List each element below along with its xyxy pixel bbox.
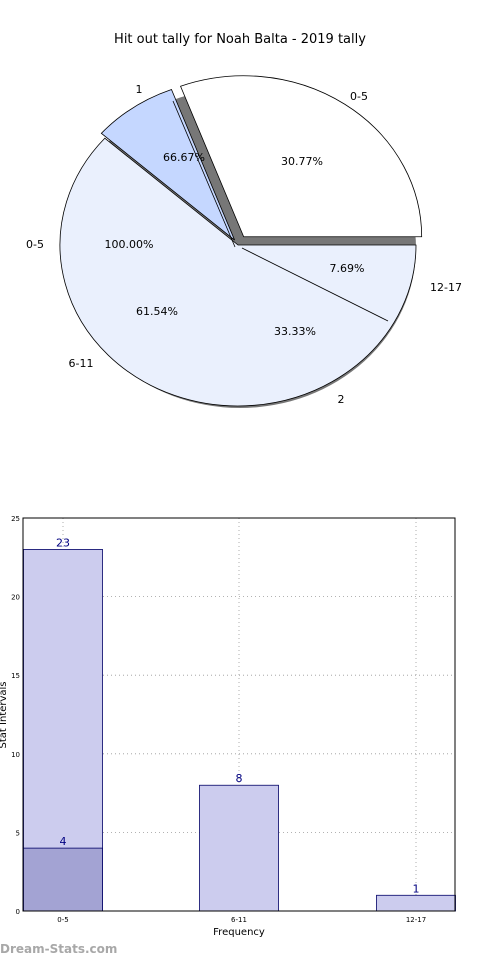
pie-inner-pct-0-5: 100.00% [105, 238, 154, 251]
bar-value-label: 4 [60, 835, 67, 848]
x-tick-label: 6-11 [231, 916, 247, 924]
y-tick-label: 5 [16, 829, 20, 837]
pie-outer-label-6-11: 6-11 [69, 357, 94, 370]
pie-slice-0-5 [180, 75, 423, 238]
y-axis-label: Stat Intervals [0, 681, 9, 748]
pie-chart: Hit out tally for Noah Balta - 2019 tall… [26, 32, 462, 408]
bar-value-label: 23 [56, 536, 70, 549]
x-axis-label: Frequency [213, 927, 265, 938]
pie-pct-0-5: 30.77% [281, 155, 323, 168]
y-tick-label: 20 [11, 594, 20, 602]
inner-divider-1 [172, 100, 236, 248]
bar-value-label: 8 [236, 772, 243, 785]
bar-chart: 23 8 1 4 0 5 10 15 20 25 0-5 6-11 12-17 Frequency S… [0, 515, 456, 938]
x-tick-label: 12-17 [406, 916, 426, 924]
inner-divider-2 [241, 247, 389, 322]
pie-inner-label-0-5: 0-5 [26, 238, 44, 251]
bar-ticks: 0 5 10 15 20 25 0-5 6-11 12-17 [11, 515, 426, 924]
bar-value-label: 1 [413, 882, 420, 895]
pie-inner-label-2: 2 [338, 393, 345, 406]
plot-frame [22, 517, 456, 912]
y-tick-label: 10 [11, 751, 20, 759]
pie-inner-label-1: 1 [136, 83, 143, 96]
pie-pct-6-11: 61.54% [136, 305, 178, 318]
pie-slice-6-11 [59, 137, 417, 407]
bar-6-11 [199, 784, 279, 912]
watermark: Dream-Stats.com [0, 942, 118, 956]
bar-marks: 23 8 1 4 [23, 536, 456, 912]
bar-inner-0-5 [23, 847, 103, 912]
x-tick-label: 0-5 [57, 916, 68, 924]
bar-12-17 [376, 894, 456, 912]
y-tick-label: 15 [11, 672, 20, 680]
pie-inner-pct-2: 33.33% [274, 325, 316, 338]
pie-slices [59, 75, 423, 408]
pie-labels: 0-5 30.77% 12-17 7.69% 6-11 61.54% 2 33.33% 1 66.… [26, 83, 462, 406]
pie-slice-12-17 [100, 89, 235, 241]
pie-outer-label-12-17: 12-17 [430, 281, 462, 294]
pie-inner-pct-1: 66.67% [163, 151, 205, 164]
pie-outer-label-0-5: 0-5 [350, 90, 368, 103]
y-tick-label: 0 [16, 908, 20, 916]
pie-pct-12-17: 7.69% [330, 262, 365, 275]
y-tick-label: 25 [11, 515, 20, 523]
pie-title: Hit out tally for Noah Balta - 2019 tall… [114, 32, 366, 47]
